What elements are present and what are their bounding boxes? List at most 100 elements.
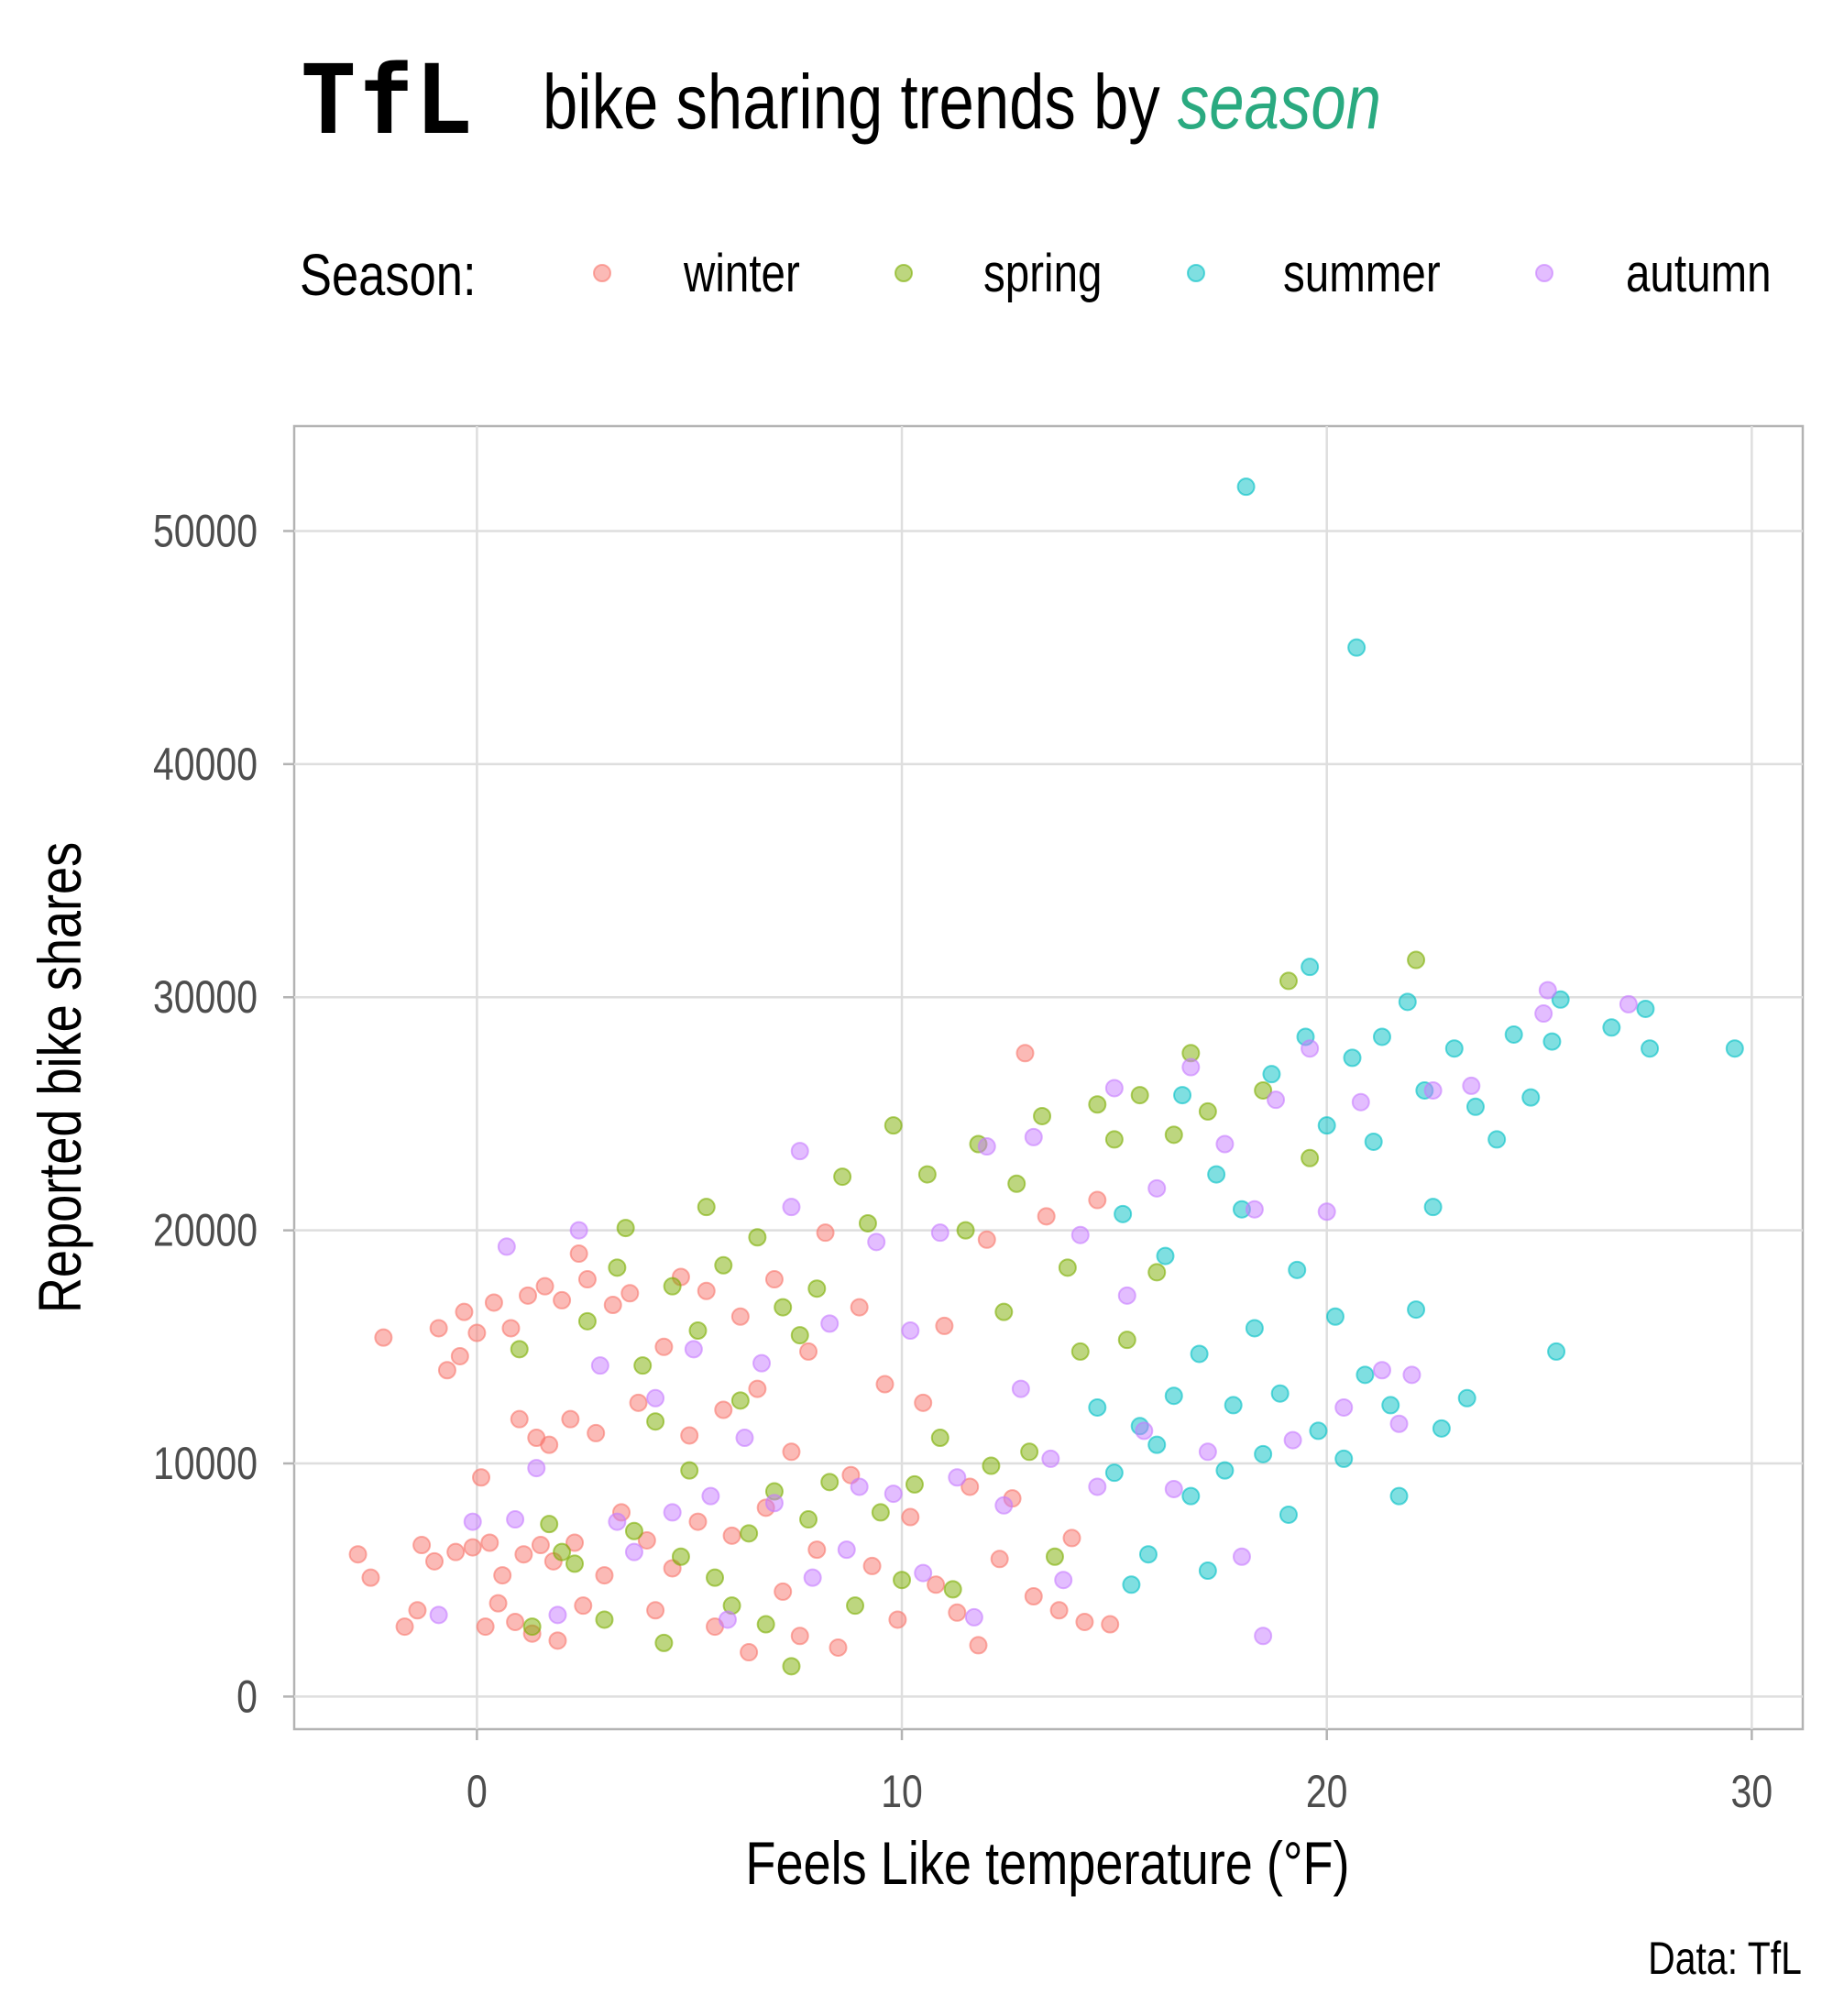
data-point-autumn xyxy=(1232,1547,1251,1566)
legend-label-spring: spring xyxy=(983,245,1102,304)
y-tick-label: 50000 xyxy=(153,506,258,557)
caption: Data: TfL xyxy=(1648,1933,1802,1984)
x-tick-label: 20 xyxy=(1306,1766,1348,1817)
data-point-winter xyxy=(374,1328,393,1347)
data-point-autumn xyxy=(569,1221,588,1240)
data-point-autumn xyxy=(964,1607,983,1627)
data-point-summer xyxy=(1465,1097,1485,1116)
data-point-autumn xyxy=(1117,1286,1136,1305)
data-point-winter xyxy=(888,1610,907,1629)
data-point-winter xyxy=(577,1270,597,1289)
data-point-autumn xyxy=(1619,994,1638,1013)
legend-label-winter: winter xyxy=(683,245,800,304)
data-point-winter xyxy=(654,1337,674,1356)
data-point-autumn xyxy=(914,1563,933,1583)
data-point-spring xyxy=(748,1228,767,1247)
data-point-autumn xyxy=(1070,1225,1090,1244)
data-point-autumn xyxy=(684,1340,703,1359)
data-point-winter xyxy=(455,1302,474,1321)
data-point-summer xyxy=(1245,1319,1264,1338)
data-point-winter xyxy=(740,1643,759,1662)
data-point-summer xyxy=(1521,1088,1541,1107)
data-point-spring xyxy=(871,1503,890,1522)
data-point-winter xyxy=(510,1409,529,1429)
data-point-autumn xyxy=(463,1512,482,1531)
y-tick-label: 40000 xyxy=(153,739,258,790)
data-point-autumn xyxy=(764,1494,784,1513)
data-point-spring xyxy=(654,1633,674,1652)
data-point-spring xyxy=(1198,1101,1217,1121)
series-summer xyxy=(1088,477,1744,1594)
y-tick-label: 30000 xyxy=(153,971,258,1023)
data-point-spring xyxy=(846,1596,865,1616)
legend-key-spring xyxy=(895,264,913,282)
data-point-autumn xyxy=(590,1356,609,1375)
legend-label-summer: summer xyxy=(1283,245,1441,304)
data-point-autumn xyxy=(1267,1090,1286,1110)
data-point-autumn xyxy=(1104,1079,1124,1098)
data-point-spring xyxy=(714,1255,733,1275)
data-point-winter xyxy=(553,1290,572,1309)
data-point-summer xyxy=(1270,1384,1290,1403)
data-point-autumn xyxy=(1462,1076,1481,1095)
data-point-summer xyxy=(1254,1444,1273,1463)
data-point-winter xyxy=(790,1627,809,1646)
data-point-summer xyxy=(1364,1132,1383,1151)
data-point-winter xyxy=(862,1556,882,1575)
data-point-spring xyxy=(1254,1080,1273,1100)
data-point-winter xyxy=(748,1379,767,1398)
data-point-spring xyxy=(884,1116,903,1135)
data-point-autumn xyxy=(497,1237,516,1256)
data-point-autumn xyxy=(850,1477,869,1496)
data-point-autumn xyxy=(948,1468,967,1487)
data-point-spring xyxy=(633,1356,653,1375)
data-point-spring xyxy=(624,1521,643,1540)
data-point-autumn xyxy=(1283,1430,1302,1450)
data-point-winter xyxy=(506,1612,525,1631)
data-point-autumn xyxy=(1372,1361,1391,1380)
data-point-autumn xyxy=(548,1605,567,1625)
data-point-winter xyxy=(412,1536,432,1555)
data-point-winter xyxy=(1101,1615,1120,1634)
data-point-spring xyxy=(1164,1125,1183,1145)
data-point-autumn xyxy=(1317,1202,1336,1222)
data-point-winter xyxy=(935,1316,954,1335)
data-point-winter xyxy=(1049,1601,1069,1620)
data-point-summer xyxy=(1164,1386,1183,1406)
data-point-winter xyxy=(969,1636,988,1655)
axes: 0 10 20 30 0 10000 20000 30000 40000 50000 xyxy=(153,506,1773,1817)
data-point-winter xyxy=(574,1596,593,1616)
data-point-spring xyxy=(943,1580,962,1599)
data-point-spring xyxy=(1301,1148,1320,1167)
data-point-spring xyxy=(1279,971,1298,991)
data-point-winter xyxy=(595,1566,614,1585)
data-point-winter xyxy=(603,1296,622,1315)
data-point-winter xyxy=(463,1538,482,1557)
data-point-autumn xyxy=(429,1605,448,1625)
data-point-winter xyxy=(565,1533,585,1552)
data-point-spring xyxy=(893,1571,912,1590)
plot-panel xyxy=(292,424,1805,1731)
data-point-winter xyxy=(990,1550,1009,1569)
title-highlight: season xyxy=(1178,60,1381,146)
legend-label-autumn: autumn xyxy=(1626,245,1772,304)
data-point-winter xyxy=(408,1601,427,1620)
data-point-summer xyxy=(1551,990,1570,1009)
data-point-winter xyxy=(782,1442,801,1462)
title-text: bike sharing trends by season xyxy=(543,60,1381,146)
data-point-autumn xyxy=(1254,1627,1273,1646)
data-point-winter xyxy=(472,1468,491,1487)
data-point-autumn xyxy=(1024,1127,1043,1146)
data-point-spring xyxy=(540,1515,559,1534)
data-point-autumn xyxy=(930,1223,949,1243)
data-point-autumn xyxy=(1164,1479,1183,1498)
data-point-autumn xyxy=(1402,1365,1421,1385)
data-point-spring xyxy=(1407,950,1426,970)
data-point-autumn xyxy=(1301,1039,1320,1058)
x-tick-label: 10 xyxy=(881,1766,923,1817)
data-point-autumn xyxy=(735,1429,754,1448)
data-point-summer xyxy=(1372,1027,1391,1046)
data-point-autumn xyxy=(1011,1379,1030,1398)
data-point-summer xyxy=(1279,1505,1298,1524)
data-point-spring xyxy=(756,1615,775,1634)
